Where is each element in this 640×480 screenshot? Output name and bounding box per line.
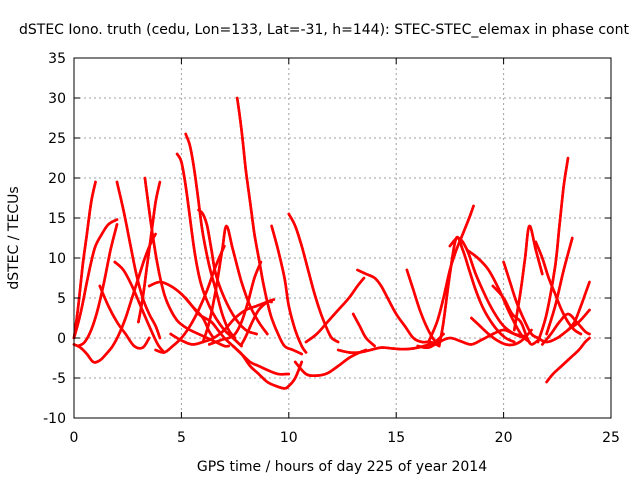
series-25-trace [336, 332, 445, 354]
series-38-trace [534, 240, 583, 336]
series-14-trace [197, 208, 258, 336]
series-24-trace [304, 276, 366, 344]
series-10-trace [154, 244, 226, 354]
series-1-trace [72, 180, 97, 340]
series-41-trace [545, 336, 591, 384]
series-33-trace [465, 248, 531, 344]
series-12-trace [184, 132, 237, 340]
series-6-trace [98, 284, 151, 350]
series-7-trace [137, 180, 162, 324]
series-27-trace [351, 312, 376, 348]
series-40-trace [541, 312, 591, 346]
series-13-trace [184, 296, 291, 376]
series-4-trace [115, 180, 162, 340]
y-tick-label: 20 [48, 171, 66, 187]
y-tick-label: 35 [48, 51, 66, 67]
series-15-trace [169, 300, 273, 346]
series-26-trace [356, 268, 441, 348]
grid [74, 58, 611, 418]
y-tick-label: 10 [48, 251, 66, 267]
x-tick-label: 25 [602, 430, 620, 446]
series-39-trace [536, 156, 570, 344]
x-tick-label: 15 [387, 430, 405, 446]
series-34-trace [470, 316, 533, 347]
x-tick-label: 20 [495, 430, 513, 446]
y-tick-label: 15 [48, 211, 66, 227]
series-43-trace [566, 280, 591, 332]
y-tick-label: -10 [43, 411, 66, 427]
axis-ticks: 0 5 10 15 20 25 -10 -5 0 5 10 15 20 25 30 35 [43, 51, 620, 446]
series-28-trace [405, 268, 441, 348]
series-0-trace [72, 218, 119, 340]
series-18-trace [235, 96, 303, 356]
x-axis-label: GPS time / hours of day 225 of year 2014 [197, 459, 487, 475]
x-tick-label: 5 [177, 430, 186, 446]
y-tick-label: 25 [48, 131, 66, 147]
series-21-trace [270, 224, 308, 354]
y-tick-label: 5 [57, 291, 66, 307]
series-29-trace [416, 328, 527, 350]
series-37-trace [513, 224, 544, 332]
series-35-trace [491, 284, 540, 346]
plot-area [72, 96, 591, 390]
chart-title: dSTEC Iono. truth (cedu, Lon=133, Lat=-3… [19, 22, 629, 38]
series-3-trace [72, 232, 157, 364]
series-42-trace [545, 236, 574, 336]
series-19-trace [231, 344, 303, 390]
series-22-trace [287, 212, 340, 344]
y-axis-label: dSTEC / TECUs [6, 186, 22, 289]
y-tick-label: -5 [52, 371, 66, 387]
x-tick-label: 0 [70, 430, 79, 446]
y-tick-label: 0 [57, 331, 66, 347]
series-17-trace [208, 260, 263, 346]
plot-frame [73, 57, 612, 419]
series-20-trace [240, 298, 276, 346]
y-tick-label: 30 [48, 91, 66, 107]
x-tick-label: 10 [280, 430, 298, 446]
series-32-trace [448, 236, 527, 340]
series-31-trace [437, 235, 516, 348]
series-2-trace [77, 223, 119, 348]
